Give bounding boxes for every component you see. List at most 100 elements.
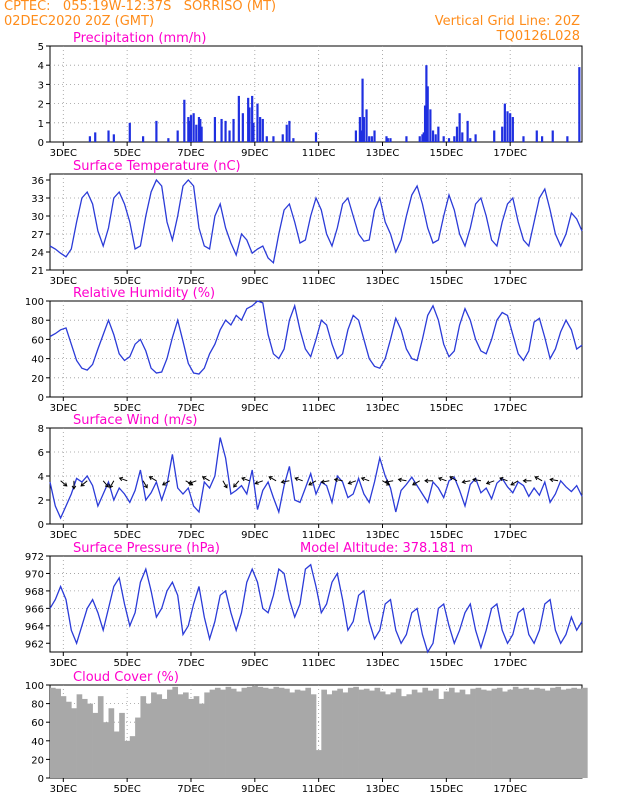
precip-bar [405,136,408,142]
cloud-bar [294,689,301,778]
x-tick-label: 11DEC [302,784,336,795]
y-tick-label: 972 [25,552,44,563]
x-tick-label: 5DEC [113,658,140,669]
wind-arrow-head [71,485,77,490]
precip-bar [183,99,186,142]
wind-arrow [80,480,88,487]
x-tick-label: 13DEC [366,784,400,795]
precip-bar [385,136,388,142]
cloud-bar [417,692,423,778]
x-tick-label: 3DEC [50,658,77,669]
x-tick-label: 9DEC [241,530,268,541]
cloud-bar [225,686,232,778]
precip-bar [447,138,451,142]
wind-arrow [268,476,277,482]
precip-bar [522,136,525,142]
x-tick-label: 7DEC [177,276,204,287]
wind-arrow [109,480,115,488]
x-tick-label: 9DEC [241,658,268,669]
precip-bar [155,120,158,142]
cloud-bar [512,686,519,778]
cloud-bar [379,691,386,778]
cloud-bar [566,688,572,778]
cloud-bar [236,691,242,778]
precip-bar [426,86,429,142]
x-tick-label: 11DEC [302,276,336,287]
cloud-bar [342,692,349,778]
cloud-bar [491,688,498,778]
cloud-bar [395,688,402,778]
cloud-bar [124,740,131,778]
y-tick-label: 6 [38,448,44,459]
cloud-bar [326,694,333,778]
wind-arrow-head [522,478,527,484]
cloud-bar [278,687,285,778]
cloud-bar [167,689,173,778]
x-tick-label: 9DEC [241,148,268,159]
cloud-bar [347,687,354,778]
wind-arrow-head [148,476,153,481]
wind-arrow-head [510,481,515,486]
cloud-bar [300,690,306,778]
panel-title: Cloud Cover (%) [73,670,179,685]
cloud-bar [496,687,503,778]
panel-frame [49,173,583,271]
y-tick-label: 40 [31,737,44,748]
x-tick-label: 15DEC [429,658,463,669]
x-tick-label: 15DEC [429,148,463,159]
x-tick-label: 9DEC [241,784,268,795]
y-tick-label: 60 [31,718,44,729]
x-tick-label: 11DEC [302,658,336,669]
cloud-bar [198,703,205,778]
cloud-bar [470,688,476,778]
wind-arrow [233,480,240,488]
wind-arrow [241,477,250,482]
cloud-bar [257,686,264,778]
precip-bar [248,107,251,142]
cloud-bar [480,689,487,778]
wind-arrow [486,480,495,485]
cloud-bar [145,703,152,778]
cloud-bar [331,690,338,778]
precip-bar [361,78,364,142]
precip-bar [220,118,223,142]
panel-title: Surface Temperature (nC) [73,159,241,174]
wind-arrow [202,476,210,482]
precip-bar [261,118,264,142]
precip-bar [511,117,514,142]
cloud-bar [353,686,359,778]
cloud-bar [438,698,445,778]
precip-bar [501,126,504,142]
cloud-bar [284,688,290,778]
precip-bar [474,134,477,142]
cloud-bar [369,690,375,778]
y-tick-label: 30 [31,212,44,223]
x-tick-label: 3DEC [50,148,77,159]
cloud-bar [406,694,413,778]
precip-bar [228,130,231,142]
wind-arrow-head [385,481,391,486]
precip-bar [421,134,424,142]
cloud-bar [60,696,67,778]
cloud-bar [268,688,274,778]
y-tick-label: 962 [25,639,44,650]
cloud-bar [289,692,296,778]
cloud-bar [464,694,471,778]
x-tick-label: 5DEC [113,530,140,541]
station-header: CPTEC: 055:19W-12:37S SORRISO (MT) [4,0,277,14]
wind-arrow-head [161,481,167,486]
cloud-bar [507,689,514,778]
precip-bar [167,138,170,142]
x-tick-label: 15DEC [429,530,463,541]
cloud-bar [135,717,141,778]
x-tick-label: 17DEC [493,784,527,795]
x-tick-label: 13DEC [366,403,400,414]
x-tick-label: 11DEC [302,148,336,159]
wind-arrow-head [472,477,477,483]
wind-arrow-head [397,477,402,483]
y-tick-label: 60 [31,335,44,346]
cloud-bar [214,687,221,778]
panel-frame [49,300,583,398]
wind-arrow [295,477,303,482]
wind-arrow [149,476,157,482]
